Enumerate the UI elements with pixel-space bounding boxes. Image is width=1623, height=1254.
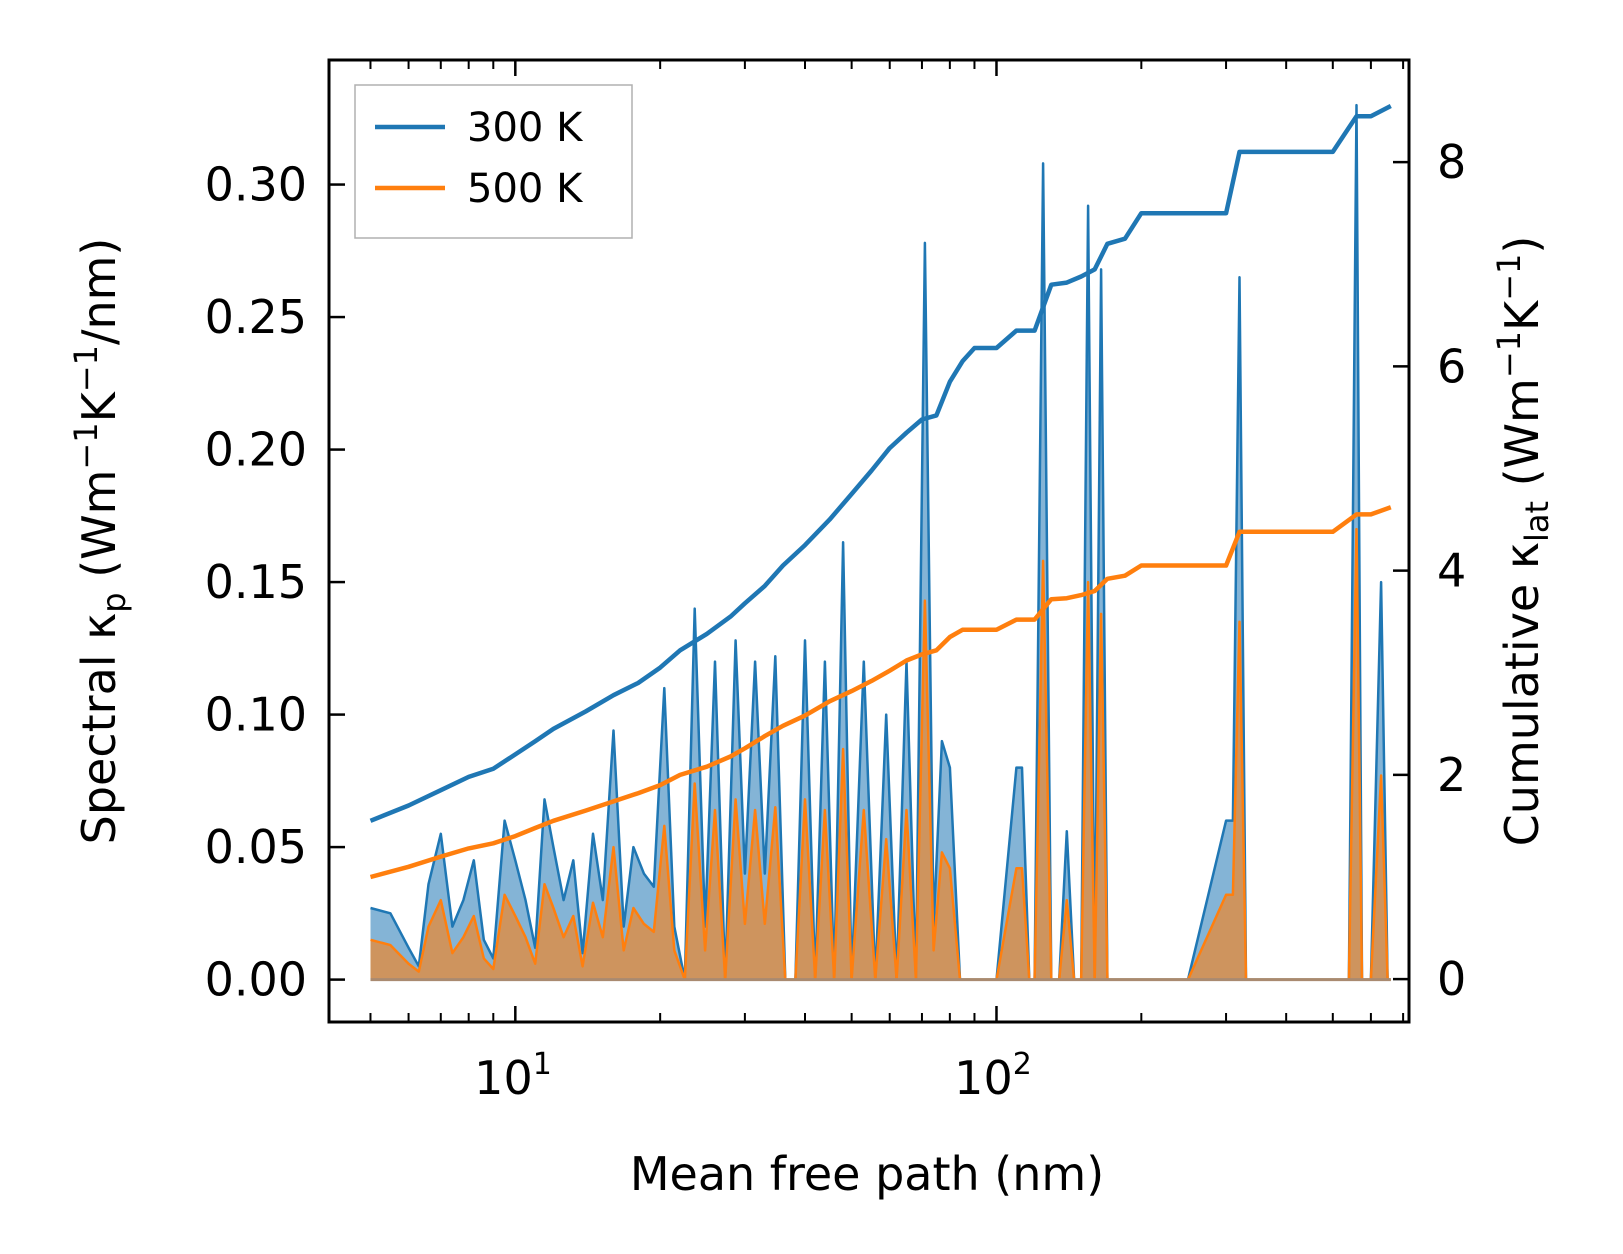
y-axis-label: Spectral κp (Wm−1K−1/nm) — [67, 238, 133, 845]
spectral-area-500k — [370, 529, 1391, 980]
y-tick-label: 0.05 — [205, 820, 307, 874]
y-tick-label: 0.20 — [205, 423, 307, 477]
y2-tick-label: 0 — [1437, 952, 1466, 1006]
y-tick-label: 0.00 — [205, 953, 307, 1007]
cumulative-line-500k — [369, 505, 1392, 880]
y2-tick-label: 2 — [1437, 748, 1466, 802]
y2-tick-label: 6 — [1437, 339, 1466, 393]
y2-tick-label: 4 — [1437, 544, 1466, 598]
y2-axis-label: Cumulative κlat (Wm−1K−1) — [1490, 236, 1556, 847]
legend-frame — [354, 84, 633, 239]
spectral-layer — [370, 103, 1391, 982]
cumulative-line-300k — [369, 103, 1392, 823]
y2-tick-label: 8 — [1437, 135, 1466, 189]
y-tick-label: 0.30 — [205, 158, 307, 212]
ticks-layer: 0.00 0.05 0.10 0.15 0.20 0.25 0.30 0 2 4 6 8 — [205, 60, 1466, 1022]
y-tick-label: 0.15 — [205, 555, 307, 609]
legend: 300 K 500 K — [354, 84, 633, 239]
y-tick-label: 0.10 — [205, 688, 307, 742]
spectral-area-300k — [370, 105, 1391, 980]
plot-frame — [327, 58, 1411, 1024]
cumulative-layer — [369, 103, 1392, 880]
legend-label-300k: 300 K — [467, 105, 584, 151]
y-tick-label: 0.25 — [205, 290, 307, 344]
x-axis-label: Mean free path (nm) — [630, 1147, 1104, 1201]
legend-label-500k: 500 K — [467, 166, 584, 212]
